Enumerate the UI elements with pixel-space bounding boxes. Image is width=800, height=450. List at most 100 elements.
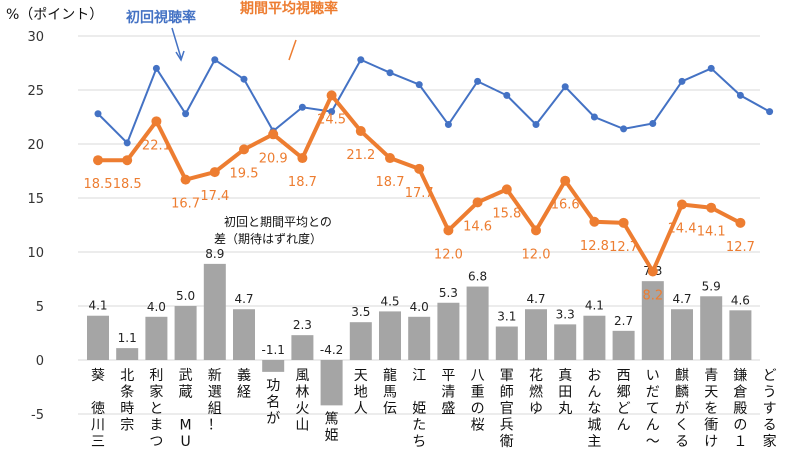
category-label: 花燃ゆ: [529, 368, 543, 417]
bar: [233, 309, 255, 360]
legend-blue-arrow: [171, 27, 182, 59]
bar: [729, 310, 752, 360]
bar: [437, 302, 460, 360]
category-label: 武蔵 MUS: [179, 368, 193, 450]
first-episode-point: [415, 81, 423, 89]
y-tick-label: 15: [27, 192, 44, 207]
average-data-label: 22.1: [142, 138, 171, 153]
y-tick-label: 30: [27, 30, 44, 45]
category-label: 平清盛: [441, 368, 455, 417]
category-label: 青天を衝け: [704, 368, 718, 450]
first-episode-point: [649, 119, 657, 127]
bar-data-label: 2.7: [614, 314, 633, 328]
average-point: [268, 129, 279, 140]
legend-orange-arrow: [288, 39, 297, 61]
bar-data-label: -1.1: [261, 343, 284, 357]
bar: [87, 315, 109, 360]
average-data-label: 16.7: [171, 197, 200, 212]
average-data-label: 12.7: [726, 240, 755, 255]
average-data-label: 16.6: [551, 198, 580, 213]
category-label: 葵 徳川三代: [91, 368, 105, 450]
category-label: 風林火山: [295, 368, 309, 434]
bar: [641, 281, 664, 360]
category-label: 江 姫たちの: [412, 368, 426, 450]
bar-data-label: 3.5: [351, 305, 370, 319]
y-axis-unit-label: %（ポイント）: [6, 7, 103, 23]
average-rating-series: [93, 90, 746, 277]
average-point: [151, 116, 162, 127]
category-label: 新選組！: [208, 368, 222, 434]
average-point: [531, 225, 541, 236]
category-label: 利家とまつ: [149, 368, 163, 450]
bar-data-label: 5.3: [439, 286, 458, 300]
bar-data-label: 4.5: [380, 294, 399, 308]
average-data-label: 18.7: [288, 175, 317, 190]
first-episode-point: [182, 110, 190, 118]
average-point: [93, 155, 103, 166]
bar: [349, 322, 372, 360]
bar: [145, 316, 168, 360]
legend-blue-arrowhead: [175, 50, 185, 62]
y-axis-ticks: -5 0 5 10 15 20 25 30: [27, 30, 44, 423]
bar-legend-line-2: 差（期待はずれ度）: [214, 231, 322, 246]
category-label: どうする家康: [763, 368, 777, 450]
average-data-label: 14.1: [697, 225, 726, 240]
average-point: [122, 155, 133, 166]
first-episode-point: [328, 108, 336, 116]
legend-first-episode-rating: 初回視聴率: [126, 9, 196, 26]
category-label: 功名が: [266, 378, 280, 427]
first-episode-point: [357, 56, 365, 64]
first-episode-point: [503, 91, 511, 99]
average-line: [98, 91, 742, 276]
category-label: 麒麟がくる: [675, 368, 689, 450]
bar-data-label: 4.1: [585, 299, 604, 313]
category-label: 天地人: [354, 368, 368, 417]
y-tick-label: 20: [27, 138, 44, 153]
category-label: 八重の桜: [471, 368, 485, 434]
category-label: 篤姫: [325, 410, 339, 444]
category-label: 真田丸: [558, 368, 572, 417]
average-point: [647, 266, 658, 277]
bar-data-label: 3.1: [497, 310, 516, 324]
category-label: 義経: [237, 367, 251, 401]
bar-data-label: 2.3: [293, 318, 312, 332]
bar: [700, 296, 723, 360]
y-tick-label: -5: [31, 408, 44, 423]
average-point: [297, 153, 308, 164]
average-point: [677, 199, 687, 210]
category-label: いだてん～東: [646, 368, 660, 450]
bar-data-label: 4.7: [672, 292, 691, 306]
bar: [262, 360, 285, 372]
bar-data-label: 4.1: [88, 299, 107, 313]
first-episode-point: [736, 91, 744, 99]
average-data-label: 14.4: [668, 221, 697, 236]
average-point: [239, 144, 249, 155]
bar: [174, 306, 197, 360]
first-episode-point: [590, 113, 598, 121]
first-episode-point: [707, 64, 715, 72]
average-point: [443, 225, 454, 236]
first-episode-rating-series: [94, 56, 774, 147]
average-data-label: 21.2: [346, 148, 375, 163]
average-data-label: 24.5: [317, 112, 346, 127]
bar: [291, 335, 314, 360]
first-episode-point: [561, 83, 569, 91]
average-point: [355, 126, 366, 137]
average-data-label: 14.6: [463, 219, 492, 234]
y-tick-label: 5: [36, 300, 44, 315]
first-episode-point: [444, 121, 452, 129]
category-label: おんな城主: [587, 368, 601, 450]
average-point: [618, 217, 629, 228]
bar-data-label: 4.6: [731, 293, 750, 307]
bar: [525, 309, 547, 360]
category-label: 龍馬伝: [383, 367, 397, 417]
average-data-label: 17.7: [405, 186, 434, 201]
bar: [320, 360, 343, 406]
bar-data-label: 4.7: [234, 292, 253, 306]
bar-data-labels: 4.1 1.1 4.0 5.0 8.9 4.7 -1.1 2.3 -4.2 3.5 4.5 4.0 5.…: [88, 247, 749, 357]
y-tick-label: 25: [27, 84, 44, 99]
bar: [612, 330, 635, 360]
average-data-label: 12.0: [522, 247, 551, 262]
